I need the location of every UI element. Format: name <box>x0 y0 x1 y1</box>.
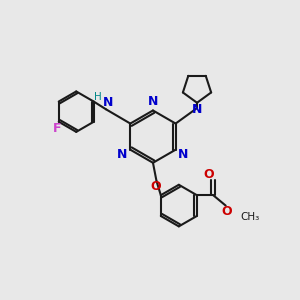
Text: F: F <box>53 122 61 135</box>
Text: N: N <box>178 148 189 161</box>
Text: CH₃: CH₃ <box>240 212 259 222</box>
Text: N: N <box>148 95 158 108</box>
Text: N: N <box>103 96 113 109</box>
Text: O: O <box>221 205 232 218</box>
Text: O: O <box>203 169 214 182</box>
Text: N: N <box>117 148 128 161</box>
Text: O: O <box>150 180 161 193</box>
Text: N: N <box>192 103 202 116</box>
Text: H: H <box>94 92 102 102</box>
